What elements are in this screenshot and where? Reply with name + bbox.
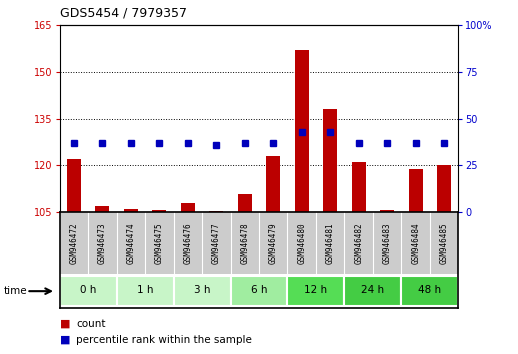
Text: GSM946473: GSM946473 [98,223,107,264]
Text: GSM946478: GSM946478 [240,223,249,264]
Bar [295,50,309,212]
Bar [231,276,287,306]
Bar [95,206,109,212]
Bar [174,276,231,306]
Text: GSM946475: GSM946475 [155,223,164,264]
Bar [266,156,280,212]
Bar [117,276,174,306]
Text: 6 h: 6 h [251,285,267,296]
Text: 48 h: 48 h [419,285,441,296]
Bar [344,276,401,306]
Text: count: count [76,319,106,329]
Bar [152,210,166,212]
Text: GSM946484: GSM946484 [411,223,420,264]
Bar [437,165,451,212]
Text: GSM946479: GSM946479 [269,223,278,264]
Text: time: time [4,286,28,296]
Bar [401,276,458,306]
Bar [60,276,117,306]
Text: ■: ■ [60,319,70,329]
Bar [238,194,252,212]
Text: GSM946472: GSM946472 [69,223,78,264]
Text: 3 h: 3 h [194,285,210,296]
Text: GSM946476: GSM946476 [183,223,192,264]
Bar [181,203,195,212]
Text: 24 h: 24 h [362,285,384,296]
Bar [380,210,394,212]
Bar [287,276,344,306]
Text: 12 h: 12 h [305,285,327,296]
Bar [209,211,223,212]
Text: 0 h: 0 h [80,285,96,296]
Text: GDS5454 / 7979357: GDS5454 / 7979357 [60,6,186,19]
Text: 1 h: 1 h [137,285,153,296]
Text: GSM946480: GSM946480 [297,223,306,264]
Text: GSM946477: GSM946477 [212,223,221,264]
Text: GSM946483: GSM946483 [383,223,392,264]
Text: GSM946482: GSM946482 [354,223,363,264]
Bar [323,109,337,212]
Text: GSM946485: GSM946485 [440,223,449,264]
Bar [67,159,81,212]
Bar [352,162,366,212]
Text: GSM946474: GSM946474 [126,223,135,264]
Text: percentile rank within the sample: percentile rank within the sample [76,335,252,345]
Text: ■: ■ [60,335,70,345]
Bar [124,209,138,212]
Text: GSM946481: GSM946481 [326,223,335,264]
Bar [409,169,423,212]
